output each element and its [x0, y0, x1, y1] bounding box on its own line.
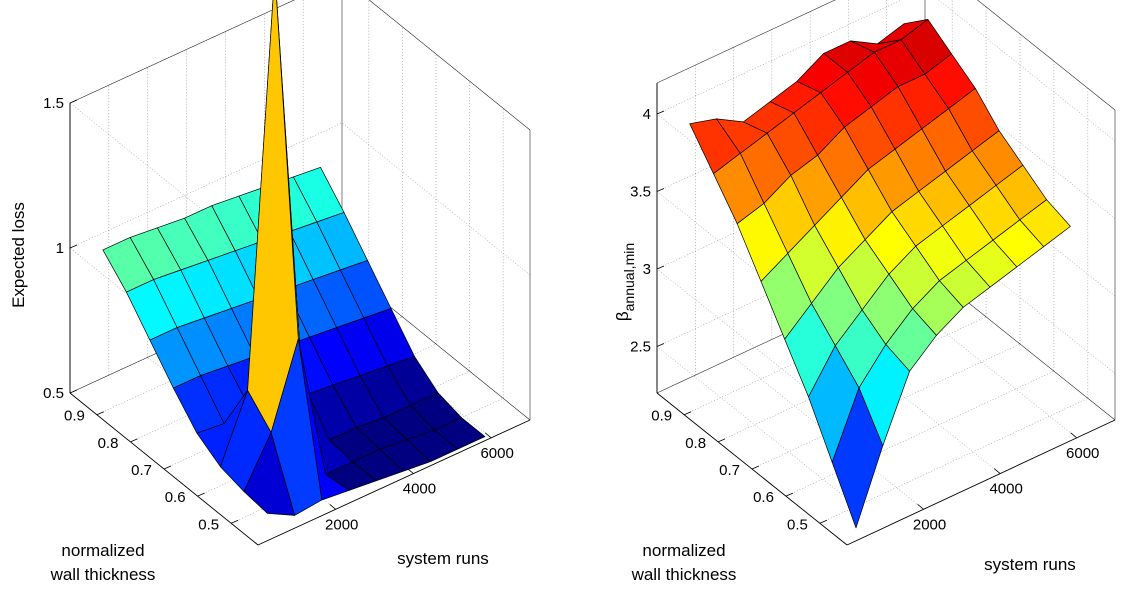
x-tick-mark	[917, 503, 924, 510]
back-wall-top-edge	[69, 0, 295, 104]
beta-zlabel-symbol: β	[613, 311, 632, 321]
z-tick-label: 0.5	[43, 385, 64, 402]
left-xlabel: system runs	[397, 549, 489, 568]
z-tick-label: 1.5	[43, 95, 64, 112]
y-tick-mark	[96, 411, 105, 416]
y-tick-label: 0.9	[651, 408, 672, 425]
surface-patch	[243, 432, 295, 516]
z-tick-label: 1	[56, 240, 64, 257]
y-tick-label: 0.5	[198, 516, 219, 533]
x-tick-mark	[993, 468, 1001, 474]
floor-gridline	[819, 398, 1088, 524]
side-wall-z-gridline	[368, 0, 531, 131]
x-tick-mark	[329, 503, 336, 510]
beta-zlabel: βannual,min	[613, 243, 637, 321]
x-axis-line	[257, 419, 531, 546]
right-ylabel-line1: normalized	[642, 541, 725, 560]
x-tick-label: 6000	[1066, 445, 1099, 462]
y-tick-mark	[819, 519, 828, 524]
beta-zlabel-subscript: annual,min	[621, 243, 637, 312]
z-tick-label: 2.5	[630, 339, 651, 356]
y-tick-mark	[751, 465, 760, 470]
right-ylabel-line2: wall thickness	[631, 565, 737, 584]
floor-gridline	[785, 370, 1055, 497]
x-tick-label: 2000	[913, 516, 946, 533]
x-tick-label: 2000	[325, 516, 358, 533]
back-wall-z-gridline	[69, 0, 295, 104]
y-tick-label: 0.8	[98, 435, 119, 452]
z-tick-mark	[656, 265, 665, 270]
right-xlabel: system runs	[984, 555, 1076, 574]
x-tick-label: 4000	[403, 481, 436, 498]
x-tick-label: 6000	[480, 445, 513, 462]
expected-loss-zlabel: Expected loss	[9, 202, 28, 308]
x-tick-mark	[1070, 432, 1077, 439]
left-wall-z-gridline	[69, 102, 259, 256]
expected-loss-panel: 0.5 1 1.5 0.5 0.6 0.7 0.8 0.9 2000 4000 6000	[43, 0, 531, 546]
beta-panel: 2.5 3 3.5 4 0.5 0.6 0.7 0.8 0.9 2000 4000 6000	[630, 0, 1116, 546]
z-tick-mark	[69, 244, 78, 249]
z-tick-label: 3.5	[630, 184, 651, 201]
x-tick-label: 4000	[989, 481, 1022, 498]
x-axis-line	[846, 419, 1116, 546]
x-tick-mark	[484, 432, 492, 439]
y-tick-mark	[717, 438, 726, 443]
y-tick-mark	[683, 411, 692, 416]
y-tick-mark	[230, 519, 239, 524]
left-ylabel-line2: wall thickness	[50, 565, 156, 584]
side-wall-z-gridline	[341, 122, 531, 276]
y-tick-label: 0.8	[685, 435, 706, 452]
surface-patch	[831, 387, 884, 529]
x-tick-mark	[407, 468, 414, 474]
y-tick-mark	[197, 492, 205, 497]
y-tick-label: 0.6	[165, 489, 186, 506]
y-tick-mark	[130, 438, 138, 443]
z-tick-mark	[656, 343, 665, 347]
y-tick-label: 0.7	[131, 462, 152, 479]
y-tick-label: 0.9	[64, 408, 85, 425]
z-tick-mark	[69, 389, 78, 394]
back-wall-z-gridline	[656, 0, 903, 115]
left-ylabel-line1: normalized	[61, 541, 144, 560]
y-tick-label: 0.5	[787, 516, 808, 533]
z-tick-label: 4	[643, 106, 651, 123]
y-tick-mark	[785, 492, 794, 497]
y-tick-label: 0.6	[753, 489, 774, 506]
back-wall-z-gridline	[69, 122, 343, 249]
z-tick-mark	[656, 110, 665, 115]
y-tick-mark	[163, 465, 172, 470]
z-tick-mark	[656, 188, 665, 192]
z-tick-mark	[69, 99, 78, 104]
z-tick-label: 3	[643, 261, 651, 278]
y-tick-label: 0.7	[719, 462, 740, 479]
back-wall-top-edge	[656, 0, 836, 84]
